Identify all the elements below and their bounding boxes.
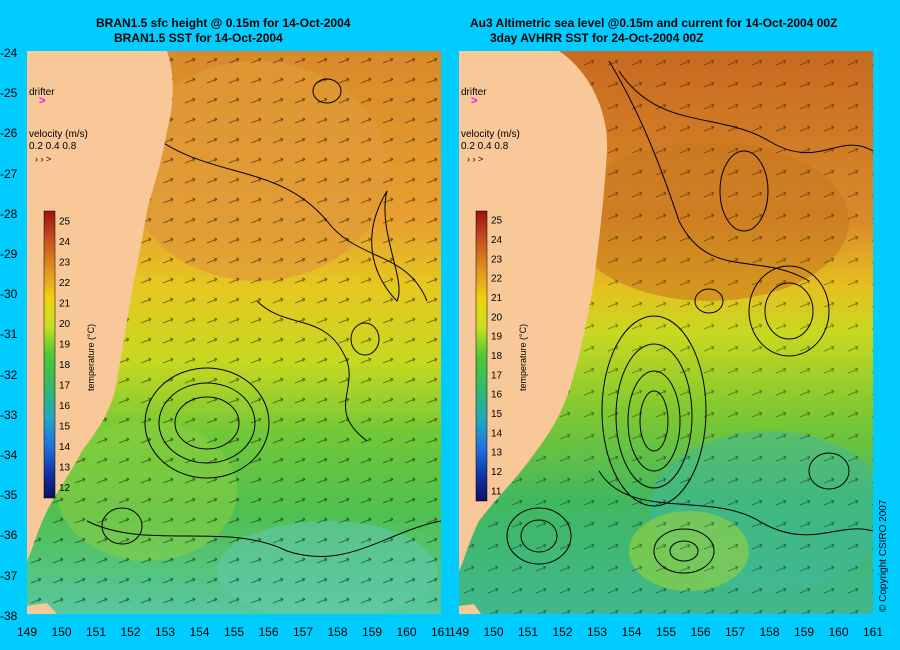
- longitude-tick: 154: [189, 625, 210, 639]
- colorbar-tick-label: 15: [59, 421, 71, 432]
- colorbar-tick-label: 11: [491, 486, 502, 497]
- longitude-tick: 160: [396, 625, 417, 639]
- longitude-tick: 152: [552, 625, 573, 639]
- colorbar-tick-label: 25: [491, 216, 503, 227]
- right-velocity-label: velocity (m/s): [461, 129, 520, 140]
- copyright-notice: © Copyright CSIRO 2007: [878, 499, 889, 612]
- colorbar-tick-label: 13: [491, 448, 503, 459]
- longitude-tick: 161: [862, 625, 884, 639]
- colorbar-tick-label: 22: [59, 278, 71, 289]
- longitude-tick: 155: [223, 625, 245, 639]
- left-colorbar: [43, 210, 56, 499]
- longitude-tick: 151: [517, 625, 539, 639]
- colorbar-tick-label: 20: [59, 319, 71, 330]
- left-drifter-marker-icon: >: [39, 95, 45, 107]
- colorbar-tick-label: 14: [59, 442, 71, 453]
- colorbar-tick-label: 16: [59, 401, 71, 412]
- latitude-tick: -32: [0, 367, 18, 382]
- longitude-tick: 161: [430, 625, 452, 639]
- latitude-tick: -27: [0, 166, 18, 181]
- right-title-line2: 3day AVHRR SST for 24-Oct-2004 00Z: [490, 31, 704, 45]
- latitude-tick: -28: [0, 206, 18, 221]
- longitude-tick: 153: [586, 625, 608, 639]
- longitude-tick: 149: [448, 625, 470, 639]
- longitude-tick: 150: [51, 625, 72, 639]
- latitude-tick: -34: [0, 448, 18, 462]
- right-title-line1: Au3 Altimetric sea level @0.15m and curr…: [470, 16, 838, 30]
- left-velocity-label: velocity (m/s): [29, 129, 88, 140]
- longitude-tick: 158: [327, 625, 348, 639]
- longitude-tick: 150: [483, 625, 504, 639]
- colorbar-tick-label: 16: [491, 390, 503, 401]
- colorbar-tick-label: 15: [491, 409, 503, 420]
- colorbar-tick-label: 23: [491, 254, 503, 265]
- latitude-tick: -37: [0, 568, 18, 583]
- colorbar-tick-label: 22: [491, 274, 503, 285]
- colorbar-tick-label: 24: [59, 237, 71, 248]
- right-drifter-label: drifter: [461, 87, 487, 98]
- colorbar-tick-label: 18: [59, 360, 71, 371]
- left-velocity-scale: 0.2 0.4 0.8: [29, 141, 77, 152]
- colorbar-tick-label: 14: [491, 428, 503, 439]
- longitude-tick: 159: [361, 625, 383, 639]
- left-title-line2: BRAN1.5 SST for 14-Oct-2004: [114, 31, 283, 45]
- longitude-tick: 160: [828, 625, 849, 639]
- latitude-tick: -35: [0, 488, 18, 503]
- colorbar-tick-label: 19: [59, 339, 71, 350]
- left-map-panel[interactable]: drifter > velocity (m/s) 0.2 0.4 0.8 › ›…: [27, 51, 441, 614]
- colorbar-tick-label: 17: [491, 370, 503, 381]
- latitude-tick: -36: [0, 528, 18, 543]
- longitude-tick: 154: [621, 625, 642, 639]
- colorbar-tick-label: 12: [491, 467, 503, 478]
- longitude-tick: 156: [690, 625, 711, 639]
- left-velocity-arrows-icon: › › >: [35, 154, 51, 164]
- longitude-tick: 152: [120, 625, 141, 639]
- colorbar-tick-label: 23: [59, 257, 71, 268]
- colorbar-tick-label: 19: [491, 332, 503, 343]
- latitude-tick: -26: [0, 126, 18, 141]
- longitude-tick: 151: [85, 625, 107, 639]
- latitude-tick: -33: [0, 407, 18, 422]
- colorbar-tick-label: 24: [491, 235, 503, 246]
- right-colorbar: [475, 210, 488, 502]
- colorbar-tick-label: 13: [59, 462, 71, 473]
- latitude-tick: -29: [0, 247, 18, 261]
- longitude-tick: 156: [258, 625, 279, 639]
- longitude-tick: 149: [16, 625, 38, 639]
- colorbar-tick-label: 20: [491, 312, 503, 323]
- left-panel-title: BRAN1.5 sfc height @ 0.15m for 14-Oct-20…: [96, 16, 350, 46]
- right-map-panel[interactable]: drifter > velocity (m/s) 0.2 0.4 0.8 › ›…: [459, 51, 873, 614]
- longitude-tick: 159: [793, 625, 815, 639]
- longitude-tick: 157: [292, 625, 314, 639]
- longitude-tick: 153: [154, 625, 176, 639]
- latitude-tick: -31: [0, 327, 18, 342]
- latitude-tick: -25: [0, 86, 18, 101]
- colorbar-tick-label: 21: [59, 298, 71, 309]
- right-colorbar-label: temperature (°C): [518, 324, 528, 391]
- latitude-tick: -30: [0, 287, 18, 302]
- longitude-tick: 157: [724, 625, 746, 639]
- latitude-tick: -24: [0, 46, 18, 60]
- left-colorbar-label: temperature (°C): [86, 324, 96, 391]
- left-map-canvas: drifter > velocity (m/s) 0.2 0.4 0.8 › ›…: [27, 51, 441, 614]
- longitude-tick: 155: [655, 625, 677, 639]
- colorbar-tick-label: 21: [491, 293, 503, 304]
- longitude-tick: 158: [759, 625, 780, 639]
- left-drifter-label: drifter: [29, 87, 55, 98]
- right-map-canvas: drifter > velocity (m/s) 0.2 0.4 0.8 › ›…: [459, 51, 873, 614]
- right-panel-title: Au3 Altimetric sea level @0.15m and curr…: [470, 16, 837, 46]
- left-title-line1: BRAN1.5 sfc height @ 0.15m for 14-Oct-20…: [96, 16, 351, 30]
- right-drifter-marker-icon: >: [471, 95, 477, 107]
- right-velocity-arrows-icon: › › >: [467, 154, 483, 164]
- colorbar-tick-label: 25: [59, 216, 71, 227]
- colorbar-tick-label: 12: [59, 483, 71, 494]
- right-velocity-scale: 0.2 0.4 0.8: [461, 141, 509, 152]
- latitude-tick: -38: [0, 608, 18, 623]
- colorbar-tick-label: 18: [491, 351, 503, 362]
- colorbar-tick-label: 17: [59, 380, 71, 391]
